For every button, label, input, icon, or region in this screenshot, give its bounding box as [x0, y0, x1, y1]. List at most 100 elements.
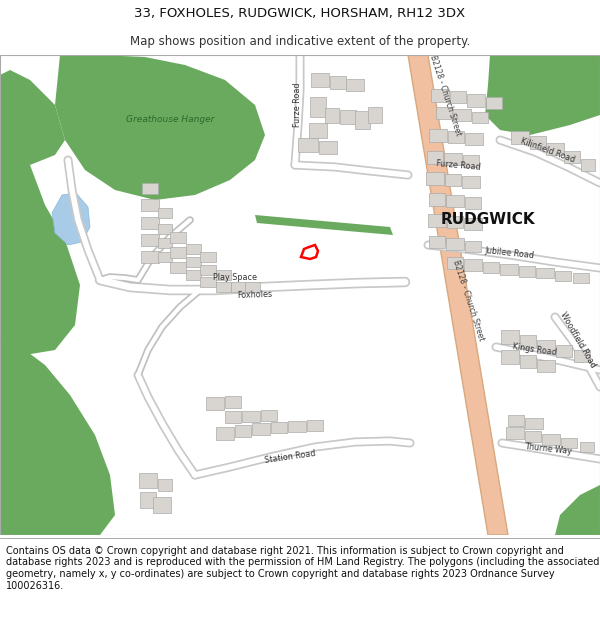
Bar: [427, 151, 443, 164]
Bar: [426, 171, 444, 184]
Polygon shape: [575, 55, 600, 80]
Bar: [429, 129, 447, 141]
Bar: [431, 89, 449, 101]
Bar: [519, 266, 535, 276]
Bar: [225, 411, 241, 423]
Bar: [511, 131, 529, 144]
Text: B2128 - Church Street: B2128 - Church Street: [428, 53, 463, 137]
Bar: [355, 111, 370, 129]
Bar: [288, 421, 306, 431]
Text: Play Space: Play Space: [213, 272, 257, 281]
Bar: [158, 224, 172, 234]
Text: Furze Road: Furze Road: [436, 159, 481, 171]
Text: Thurne Way: Thurne Way: [524, 442, 572, 456]
Bar: [520, 334, 536, 348]
Bar: [501, 350, 519, 364]
Bar: [140, 492, 156, 508]
Bar: [464, 259, 482, 271]
Bar: [447, 257, 463, 269]
Bar: [252, 423, 270, 435]
Bar: [309, 122, 327, 138]
Text: Furze Road: Furze Road: [293, 82, 302, 127]
Bar: [141, 217, 159, 229]
Polygon shape: [0, 335, 115, 535]
Bar: [574, 350, 590, 362]
Polygon shape: [52, 193, 90, 245]
Bar: [467, 94, 485, 106]
Bar: [245, 282, 260, 292]
Bar: [206, 396, 224, 409]
Text: Woodfield Road: Woodfield Road: [559, 311, 598, 369]
Bar: [170, 246, 186, 258]
Bar: [340, 110, 356, 124]
Bar: [537, 339, 555, 352]
Bar: [215, 282, 230, 292]
Bar: [555, 271, 571, 281]
Bar: [506, 427, 524, 439]
Text: Jubilee Road: Jubilee Road: [485, 246, 535, 260]
Bar: [486, 97, 502, 109]
Bar: [463, 155, 479, 167]
Bar: [158, 238, 172, 248]
Bar: [546, 143, 564, 155]
Polygon shape: [0, 70, 65, 165]
Bar: [462, 176, 480, 188]
Bar: [536, 268, 554, 278]
Bar: [170, 231, 186, 242]
Bar: [446, 195, 464, 207]
Text: Station Road: Station Road: [264, 449, 316, 465]
Bar: [429, 192, 445, 206]
Text: Contains OS data © Crown copyright and database right 2021. This information is : Contains OS data © Crown copyright and d…: [6, 546, 599, 591]
Bar: [141, 251, 159, 263]
Bar: [542, 434, 560, 444]
Text: Map shows position and indicative extent of the property.: Map shows position and indicative extent…: [130, 35, 470, 48]
Bar: [185, 257, 200, 267]
Bar: [537, 360, 555, 372]
Bar: [436, 107, 452, 119]
Bar: [170, 261, 186, 272]
Bar: [581, 159, 595, 171]
Bar: [447, 216, 463, 228]
Bar: [153, 497, 171, 513]
Bar: [465, 241, 481, 251]
Text: 33, FOXHOLES, RUDGWICK, HORSHAM, RH12 3DX: 33, FOXHOLES, RUDGWICK, HORSHAM, RH12 3D…: [134, 8, 466, 20]
Bar: [580, 442, 594, 452]
Bar: [530, 136, 546, 149]
Bar: [139, 472, 157, 488]
Bar: [230, 282, 245, 292]
Polygon shape: [485, 55, 600, 135]
Bar: [445, 174, 461, 186]
Bar: [185, 270, 200, 280]
Bar: [428, 214, 446, 226]
Bar: [346, 79, 364, 91]
Bar: [271, 421, 287, 432]
Bar: [141, 199, 159, 211]
Bar: [185, 244, 200, 254]
Bar: [225, 396, 241, 408]
Bar: [200, 252, 216, 262]
Bar: [525, 418, 543, 429]
Bar: [261, 409, 277, 421]
Polygon shape: [0, 55, 80, 355]
Bar: [444, 153, 462, 165]
Bar: [525, 431, 541, 441]
Bar: [325, 107, 339, 122]
Text: Kings Road: Kings Road: [512, 342, 557, 357]
Bar: [465, 133, 483, 145]
Text: B2128 - Church Street: B2128 - Church Street: [451, 258, 485, 342]
Bar: [501, 330, 519, 344]
Bar: [307, 419, 323, 431]
Text: Foxholes: Foxholes: [237, 290, 273, 300]
Bar: [200, 277, 216, 287]
Bar: [298, 138, 318, 152]
Bar: [330, 76, 346, 89]
Bar: [556, 345, 572, 357]
Bar: [508, 414, 524, 426]
Bar: [310, 97, 326, 117]
Bar: [450, 91, 466, 103]
Text: Kilinfield Road: Kilinfield Road: [520, 136, 577, 164]
Bar: [200, 265, 216, 275]
Bar: [453, 109, 471, 121]
Text: RUDGWICK: RUDGWICK: [440, 213, 535, 228]
Bar: [448, 131, 464, 143]
